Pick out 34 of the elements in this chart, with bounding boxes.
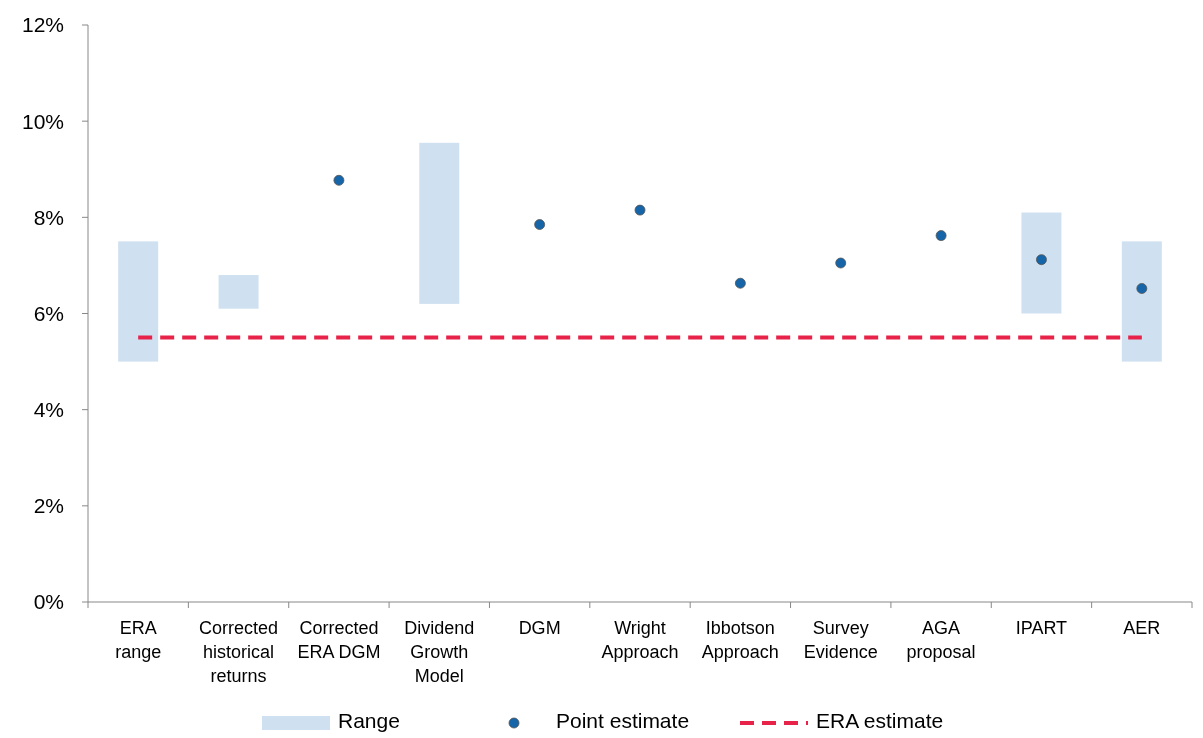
y-tick-label: 0% [33,590,64,614]
y-tick-label: 10% [21,109,64,133]
x-tick-label: Ibbotson Approach [701,618,779,662]
bar [1021,212,1062,314]
x-tick-label: ERA range [115,618,162,662]
bar [1121,241,1162,362]
x-tick-label: IPART [1015,618,1068,638]
point [1136,283,1148,294]
x-tick-label: AER [1123,618,1161,638]
x-tick-label: AGA proposal [906,618,976,662]
point [835,257,847,269]
x-tick-label: Dividend Growth Model [404,618,475,686]
point [534,219,546,230]
bar [218,275,259,309]
y-tick-label: 2% [33,494,64,518]
point [734,277,746,289]
point [634,204,646,216]
bar [118,241,159,362]
point [333,174,345,186]
legend-label: ERA estimate [816,709,944,732]
y-tick-label: 4% [33,398,64,422]
x-tick-label: Survey Evidence [803,618,878,662]
y-tick-label: 8% [33,205,64,229]
point [935,230,947,242]
y-tick-label: 6% [33,301,64,325]
x-tick-label: Corrected ERA DGM [297,618,381,662]
x-tick-label: Corrected historical returns [199,618,279,686]
legend-label: Point estimate [556,709,690,732]
y-tick-label: 12% [21,13,64,37]
legend-label: Range [338,709,400,732]
point [1036,254,1047,266]
x-tick-label: DGM [518,618,561,638]
bar [419,142,460,304]
x-tick-label: Wright Approach [601,618,679,662]
